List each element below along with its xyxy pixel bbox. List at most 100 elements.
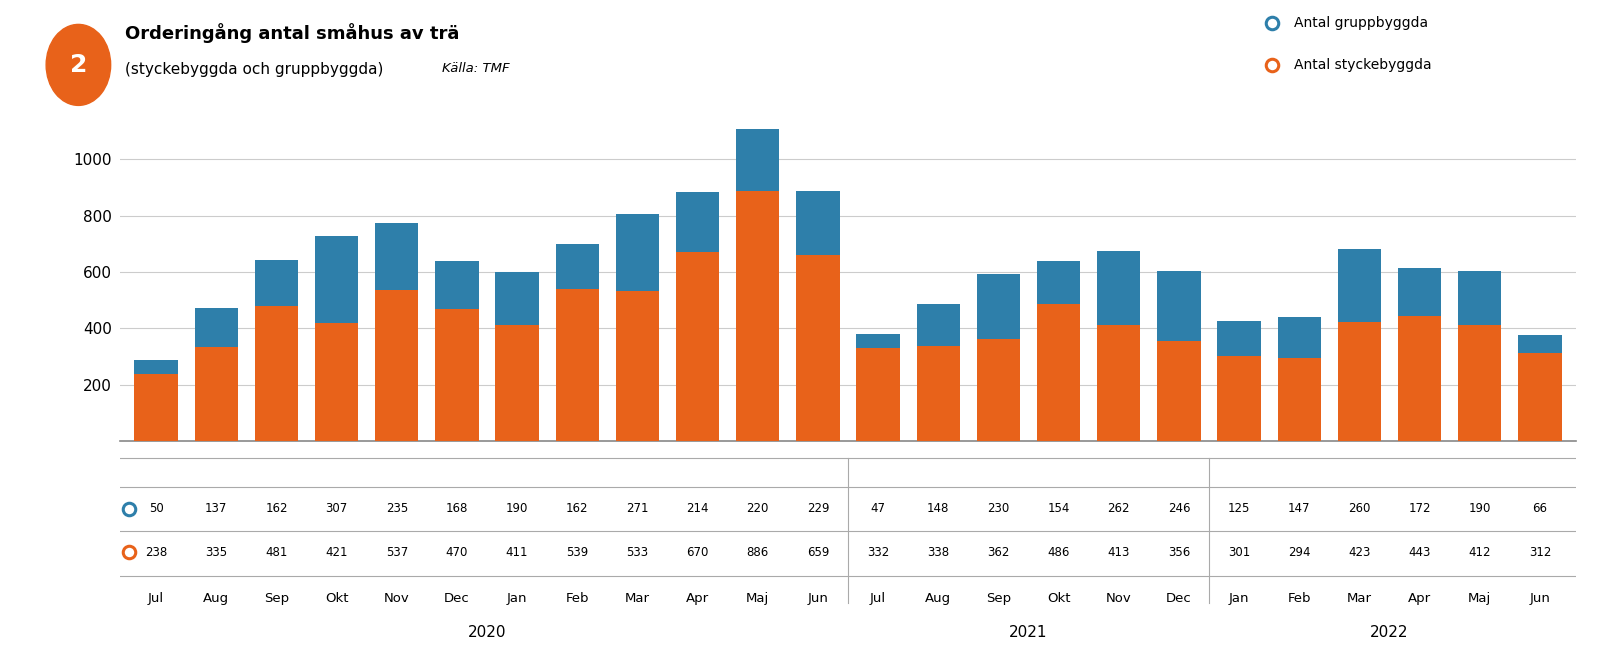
Text: 886: 886 — [747, 546, 770, 559]
Text: 486: 486 — [1048, 546, 1070, 559]
Text: 137: 137 — [205, 502, 227, 515]
Text: 412: 412 — [1469, 546, 1491, 559]
Bar — [555, 243, 598, 289]
Bar — [254, 306, 298, 441]
Text: 670: 670 — [686, 546, 709, 559]
Circle shape — [46, 25, 110, 105]
Text: Maj: Maj — [1469, 592, 1491, 605]
Bar — [134, 360, 178, 374]
Bar — [616, 214, 659, 291]
Bar — [1218, 356, 1261, 441]
Text: 168: 168 — [446, 502, 469, 515]
Text: 539: 539 — [566, 546, 589, 559]
Text: 2021: 2021 — [1010, 625, 1048, 640]
Bar — [976, 275, 1021, 339]
Text: 659: 659 — [806, 546, 829, 559]
Bar — [1338, 249, 1381, 322]
Text: Aug: Aug — [925, 592, 952, 605]
Text: Apr: Apr — [686, 592, 709, 605]
Text: 238: 238 — [146, 546, 168, 559]
Bar — [195, 347, 238, 441]
Text: 312: 312 — [1528, 546, 1550, 559]
Text: Jul: Jul — [149, 592, 165, 605]
Bar — [1277, 317, 1322, 358]
Text: Apr: Apr — [1408, 592, 1430, 605]
Text: 2022: 2022 — [1370, 625, 1408, 640]
Bar — [856, 348, 899, 441]
Text: 235: 235 — [386, 502, 408, 515]
Text: Sep: Sep — [264, 592, 290, 605]
Text: 2: 2 — [70, 53, 86, 77]
Text: 421: 421 — [325, 546, 347, 559]
Bar — [1157, 271, 1200, 341]
Text: 294: 294 — [1288, 546, 1310, 559]
Text: 230: 230 — [987, 502, 1010, 515]
Text: Antal styckebyggda: Antal styckebyggda — [1294, 58, 1432, 72]
Bar — [555, 289, 598, 441]
Bar — [1098, 251, 1141, 324]
Text: 190: 190 — [1469, 502, 1491, 515]
Text: Antal gruppbyggda: Antal gruppbyggda — [1294, 16, 1429, 30]
Bar — [315, 236, 358, 323]
Bar — [917, 346, 960, 441]
Bar — [195, 308, 238, 347]
Text: Jun: Jun — [1530, 592, 1550, 605]
Bar — [1458, 325, 1501, 441]
Bar — [1098, 324, 1141, 441]
Text: 147: 147 — [1288, 502, 1310, 515]
Bar — [1157, 341, 1200, 441]
Text: 362: 362 — [987, 546, 1010, 559]
Text: Jan: Jan — [507, 592, 528, 605]
Text: 307: 307 — [325, 502, 347, 515]
Text: Dec: Dec — [445, 592, 470, 605]
Text: Sep: Sep — [986, 592, 1011, 605]
Text: 125: 125 — [1227, 502, 1250, 515]
Text: 332: 332 — [867, 546, 890, 559]
Bar — [496, 272, 539, 325]
Bar — [435, 309, 478, 441]
Bar — [1518, 335, 1562, 353]
Text: Nov: Nov — [384, 592, 410, 605]
Bar — [1218, 321, 1261, 356]
Text: Orderingång antal småhus av trä: Orderingång antal småhus av trä — [125, 23, 459, 43]
Text: 262: 262 — [1107, 502, 1130, 515]
Text: 413: 413 — [1107, 546, 1130, 559]
Text: 443: 443 — [1408, 546, 1430, 559]
Bar — [1277, 358, 1322, 441]
Bar — [736, 129, 779, 191]
Bar — [1458, 271, 1501, 325]
Text: Jul: Jul — [870, 592, 886, 605]
Bar — [736, 191, 779, 441]
Text: 172: 172 — [1408, 502, 1430, 515]
Text: Dec: Dec — [1166, 592, 1192, 605]
Text: 66: 66 — [1533, 502, 1547, 515]
Text: 335: 335 — [205, 546, 227, 559]
Text: Okt: Okt — [1046, 592, 1070, 605]
Bar — [1338, 322, 1381, 441]
Bar — [1518, 353, 1562, 441]
Text: 260: 260 — [1349, 502, 1371, 515]
Text: 50: 50 — [149, 502, 163, 515]
Text: 533: 533 — [626, 546, 648, 559]
Bar — [976, 339, 1021, 441]
Bar — [496, 325, 539, 441]
Text: Källa: TMF: Källa: TMF — [442, 62, 509, 75]
Text: 423: 423 — [1349, 546, 1371, 559]
Text: 154: 154 — [1048, 502, 1070, 515]
Text: Feb: Feb — [1288, 592, 1310, 605]
Text: 246: 246 — [1168, 502, 1190, 515]
Bar — [254, 260, 298, 306]
Bar — [675, 252, 720, 441]
Text: 411: 411 — [506, 546, 528, 559]
Text: (styckebyggda och gruppbyggda): (styckebyggda och gruppbyggda) — [125, 62, 394, 77]
Bar — [917, 304, 960, 346]
Bar — [1037, 261, 1080, 304]
Text: 271: 271 — [626, 502, 648, 515]
Bar — [315, 323, 358, 441]
Text: 190: 190 — [506, 502, 528, 515]
Text: 47: 47 — [870, 502, 885, 515]
Text: Jun: Jun — [808, 592, 829, 605]
Bar — [374, 223, 419, 290]
Text: Aug: Aug — [203, 592, 229, 605]
Bar — [797, 255, 840, 441]
